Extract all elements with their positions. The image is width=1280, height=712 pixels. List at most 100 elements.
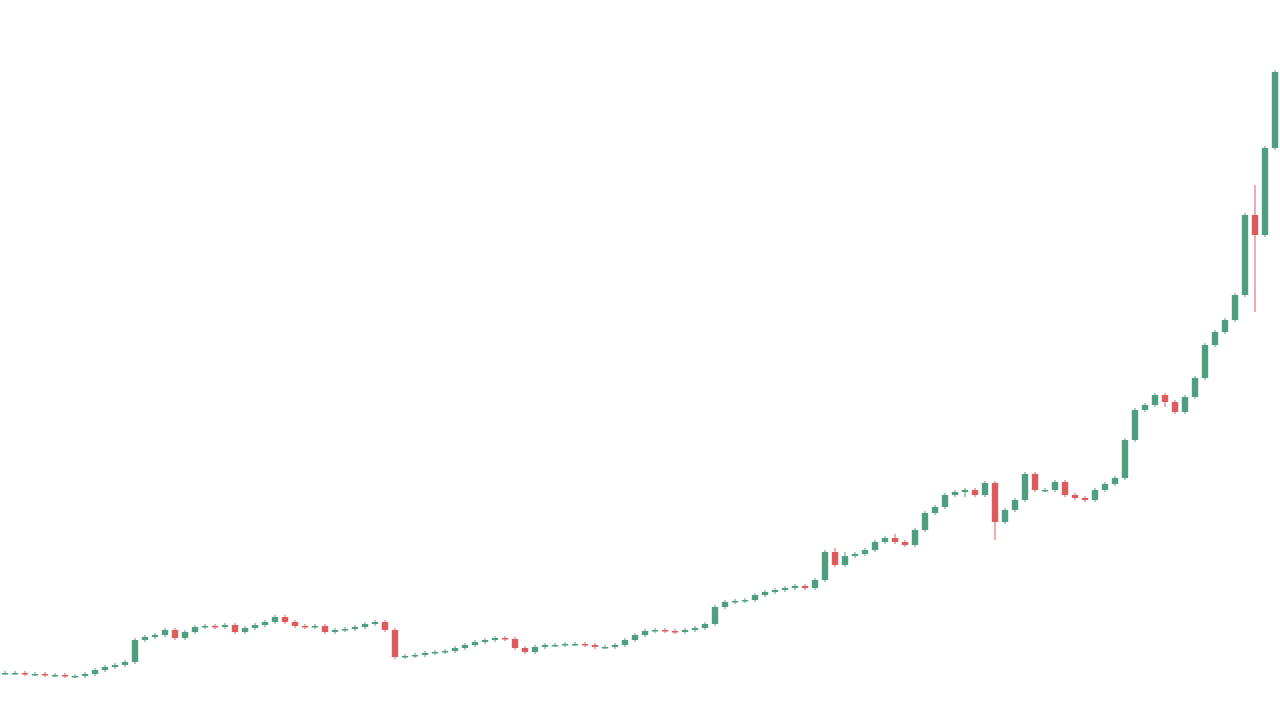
- candle-body: [151, 635, 159, 637]
- candle-body: [851, 554, 859, 556]
- candle-body: [1041, 490, 1049, 492]
- candle-body: [541, 645, 549, 647]
- candle-body: [381, 622, 389, 630]
- candle-body: [1071, 495, 1079, 498]
- candle-body: [181, 632, 189, 638]
- candle-body: [491, 638, 499, 640]
- candle-body: [971, 490, 979, 495]
- candle-body: [641, 631, 649, 635]
- candle-body: [791, 586, 799, 588]
- candle-body: [551, 645, 559, 647]
- candle-body: [1241, 215, 1249, 295]
- candle-body: [591, 645, 599, 647]
- candle-body: [1011, 500, 1019, 510]
- candle-body: [1031, 474, 1039, 490]
- candle-body: [1001, 510, 1009, 522]
- candle-body: [531, 647, 539, 652]
- candle-body: [431, 652, 439, 654]
- candle-body: [251, 625, 259, 628]
- candle-body: [841, 556, 849, 565]
- candle-body: [361, 624, 369, 627]
- candle-body: [1161, 395, 1169, 402]
- candle-body: [511, 639, 519, 648]
- candle-body: [1151, 395, 1159, 405]
- candle-body: [161, 630, 169, 635]
- candle-body: [951, 492, 959, 495]
- candle-body: [871, 542, 879, 550]
- candle-body: [1141, 405, 1149, 410]
- candle-body: [1021, 474, 1029, 500]
- candle-body: [931, 507, 939, 513]
- candle-body: [441, 651, 449, 653]
- candle-body: [1191, 378, 1199, 397]
- candle-body: [681, 630, 689, 632]
- candle-body: [961, 490, 969, 492]
- candle-body: [671, 631, 679, 633]
- candle-body: [631, 635, 639, 640]
- candle-body: [1051, 482, 1059, 490]
- candle-body: [321, 626, 329, 632]
- candle-body: [481, 640, 489, 642]
- candle-body: [781, 588, 789, 590]
- candle-body: [701, 624, 709, 628]
- candle-body: [111, 665, 119, 667]
- candle-body: [201, 626, 209, 628]
- candle-body: [351, 627, 359, 629]
- candle-body: [1121, 440, 1129, 478]
- candle-body: [171, 630, 179, 638]
- candle-body: [1111, 478, 1119, 484]
- candle-body: [981, 483, 989, 495]
- candle-body: [291, 622, 299, 626]
- candle-body: [741, 600, 749, 602]
- candle-body: [1271, 72, 1279, 148]
- candle-body: [221, 625, 229, 627]
- candle-body: [831, 552, 839, 565]
- candle-body: [721, 602, 729, 607]
- candle-body: [1261, 148, 1269, 235]
- candle-body: [191, 627, 199, 632]
- candle-body: [1, 673, 9, 675]
- candle-body: [61, 675, 69, 677]
- candle-body: [1081, 498, 1089, 500]
- candle-body: [561, 644, 569, 646]
- candle-body: [21, 673, 29, 675]
- candle-body: [891, 538, 899, 542]
- candle-body: [371, 622, 379, 624]
- candle-body: [1211, 332, 1219, 345]
- candle-body: [101, 667, 109, 670]
- candle-body: [601, 647, 609, 649]
- candle-body: [621, 640, 629, 645]
- candle-body: [231, 625, 239, 632]
- candle-body: [261, 622, 269, 625]
- candle-body: [661, 630, 669, 632]
- candle-body: [941, 495, 949, 507]
- candle-body: [341, 629, 349, 631]
- candle-body: [91, 670, 99, 674]
- candle-body: [521, 648, 529, 652]
- candle-body: [611, 645, 619, 647]
- candle-body: [901, 542, 909, 545]
- candle-body: [501, 638, 509, 640]
- candle-body: [391, 630, 399, 657]
- candle-body: [771, 590, 779, 592]
- candle-body: [1091, 490, 1099, 500]
- candle-body: [401, 656, 409, 658]
- candle-body: [761, 592, 769, 595]
- candle-body: [11, 673, 19, 675]
- candle-body: [411, 655, 419, 657]
- candle-body: [471, 642, 479, 645]
- candle-body: [581, 644, 589, 646]
- candle-body: [281, 617, 289, 622]
- candle-body: [651, 630, 659, 632]
- candle-body: [691, 628, 699, 630]
- candle-body: [51, 675, 59, 677]
- candle-body: [421, 653, 429, 655]
- candle-body: [1251, 215, 1259, 235]
- candle-body: [211, 626, 219, 628]
- candle-body: [1131, 410, 1139, 440]
- candle-body: [861, 550, 869, 554]
- candle-body: [141, 637, 149, 640]
- candle-body: [921, 513, 929, 530]
- candle-body: [571, 644, 579, 646]
